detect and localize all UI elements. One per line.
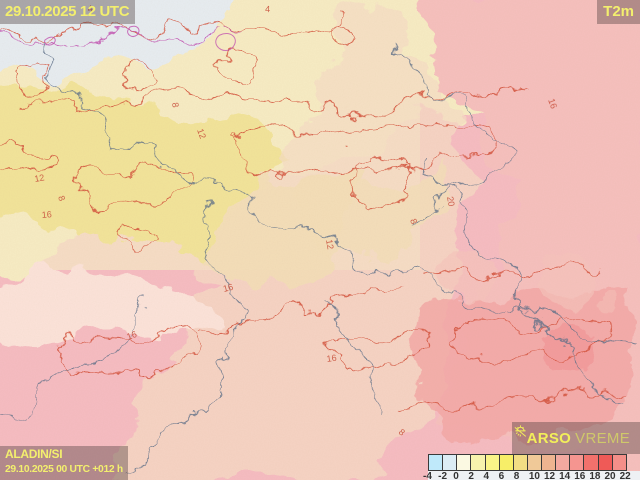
svg-text:4: 4 — [265, 4, 270, 14]
svg-text:20: 20 — [445, 196, 457, 208]
svg-text:16: 16 — [41, 209, 52, 220]
svg-text:16: 16 — [326, 353, 337, 364]
svg-text:12: 12 — [324, 239, 336, 251]
svg-text:12: 12 — [34, 172, 46, 184]
